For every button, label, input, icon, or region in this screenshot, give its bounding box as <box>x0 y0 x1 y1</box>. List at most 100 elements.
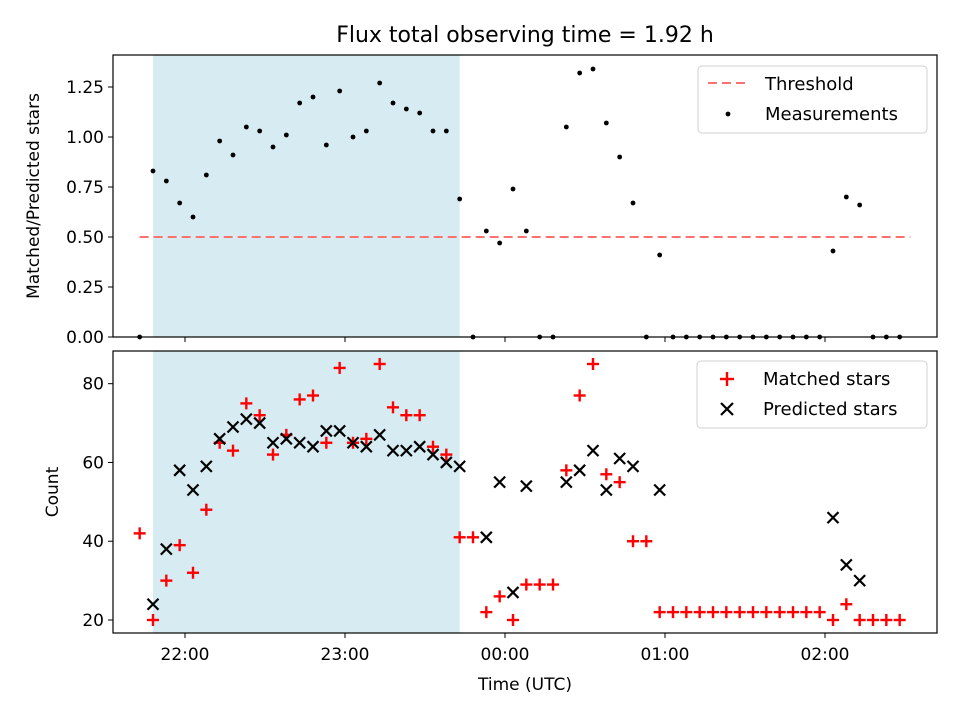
measurement-point <box>230 152 236 158</box>
matched-star-point <box>600 468 613 481</box>
measurement-point <box>457 196 463 202</box>
xtick-label: 01:00 <box>641 645 690 665</box>
legend-matched-label: Matched stars <box>763 369 890 390</box>
predicted-star-point <box>613 452 626 465</box>
predicted-star-point <box>520 479 533 493</box>
measurement-point <box>363 128 369 134</box>
matched-star-point <box>787 606 799 619</box>
predicted-star-point <box>480 531 493 544</box>
predicted-star-point <box>333 424 346 438</box>
predicted-star-point <box>653 483 666 497</box>
matched-star-point <box>653 606 666 619</box>
matched-star-point <box>560 464 573 477</box>
matched-star-point <box>613 476 626 489</box>
legend-matched-swatch <box>720 372 734 386</box>
predicted-star-point <box>560 475 573 489</box>
legend-measurements-label: Measurements <box>765 104 898 125</box>
measurement-point <box>417 110 423 116</box>
matched-star-point <box>307 389 319 402</box>
measurement-point <box>590 66 596 72</box>
matched-star-point <box>813 606 826 619</box>
ylabel-count: Count <box>43 466 63 517</box>
predicted-star-point <box>600 483 613 497</box>
predicted-star-point <box>280 432 293 446</box>
measurement-point <box>350 134 356 140</box>
measurement-point <box>257 128 263 134</box>
ytick-label: 1.00 <box>66 128 104 148</box>
matched-star-point <box>507 614 519 627</box>
predicted-star-point <box>160 542 173 556</box>
matched-star-point <box>640 535 653 548</box>
predicted-star-point <box>213 432 226 446</box>
panel-ratio: 0.00 0.25 0.50 0.75 1.00 1.25 Matched/Predict… <box>24 54 938 348</box>
measurement-point <box>337 88 343 94</box>
predicted-star-point <box>293 436 306 450</box>
matched-star-point <box>440 448 453 461</box>
legend-box <box>697 65 928 134</box>
matched-star-point <box>520 578 533 591</box>
predicted-star-point <box>360 440 373 453</box>
legend-predicted-label: Predicted stars <box>763 399 897 420</box>
measurement-point <box>403 106 409 112</box>
matched-star-point <box>880 614 893 627</box>
matched-star-point <box>747 606 759 619</box>
measurement-point <box>390 100 396 106</box>
measurement-point <box>577 70 583 76</box>
ytick-label: 0.25 <box>66 278 104 298</box>
legend-box <box>696 360 928 429</box>
measurement-point <box>243 124 249 130</box>
measurement-point <box>617 154 623 160</box>
measurement-point <box>483 228 489 234</box>
panel-counts: 20 40 60 80 22:00 23:00 00:00 01:00 02:00 Count… <box>43 350 938 665</box>
measurement-point <box>857 202 863 208</box>
matched-star-point <box>800 606 813 619</box>
matched-star-point <box>293 393 306 406</box>
predicted-star-point <box>146 597 160 611</box>
matched-star-point <box>453 531 466 544</box>
ytick-label: 20 <box>82 611 104 631</box>
ytick-label: 40 <box>82 532 104 552</box>
measurement-point <box>297 100 303 106</box>
matched-star-point <box>573 389 586 402</box>
measurement-point <box>163 178 169 184</box>
matched-star-point <box>187 566 199 579</box>
matched-star-point <box>267 448 279 461</box>
matched-star-point <box>827 614 839 627</box>
measurement-point <box>323 142 329 148</box>
predicted-star-point <box>413 440 426 453</box>
predicted-star-point <box>226 420 240 434</box>
measurement-point <box>443 128 449 134</box>
matched-star-point <box>667 606 679 619</box>
ytick-label: 0.75 <box>66 178 104 198</box>
matched-star-point <box>547 578 559 591</box>
measurement-point <box>310 94 316 100</box>
matched-star-point <box>840 598 853 611</box>
predicted-star-point <box>173 464 186 477</box>
ytick-label: 0.00 <box>66 328 104 348</box>
matched-star-point <box>160 574 173 587</box>
measurement-point <box>603 120 609 126</box>
matched-star-point <box>733 606 746 619</box>
matched-star-point <box>227 444 239 457</box>
legend-predicted-swatch <box>720 402 734 416</box>
predicted-star-point <box>200 460 213 473</box>
ytick-label: 0.50 <box>66 228 104 248</box>
predicted-star-point <box>386 444 400 457</box>
matched-star-point <box>693 606 706 619</box>
legend-measurements-swatch <box>725 111 731 117</box>
predicted-star-point <box>426 448 440 461</box>
legend-threshold-label: Threshold <box>764 74 854 95</box>
shaded-window <box>153 351 460 633</box>
matched-star-point <box>480 606 493 619</box>
matched-star-point <box>533 578 546 591</box>
matched-star-point <box>853 614 866 627</box>
measurement-point <box>630 200 636 206</box>
measurement-point <box>150 168 156 174</box>
xlabel: Time (UTC) <box>477 675 572 695</box>
measurement-point <box>430 128 436 134</box>
legend-counts: Matched stars Predicted stars <box>696 360 928 429</box>
predicted-star-point <box>266 436 280 450</box>
measurement-point <box>523 228 529 234</box>
measurement-point <box>563 124 569 130</box>
